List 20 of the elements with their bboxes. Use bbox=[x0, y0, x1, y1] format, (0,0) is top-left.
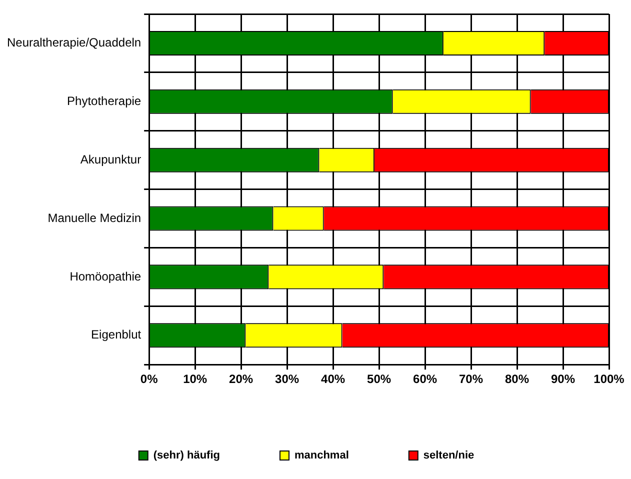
x-tick-label: 20% bbox=[229, 372, 254, 386]
x-tick-label: 90% bbox=[550, 372, 576, 386]
legend-label: (sehr) häufig bbox=[153, 450, 220, 462]
y-tick-label: Akupunktur bbox=[80, 152, 142, 166]
x-tick-label: 60% bbox=[413, 372, 438, 386]
x-tick-label: 70% bbox=[459, 372, 484, 386]
x-tick-label: 80% bbox=[505, 372, 530, 386]
y-tick-label: Eigenblut bbox=[91, 328, 142, 342]
x-tick-label: 40% bbox=[321, 372, 346, 386]
y-tick-label: Homöopathie bbox=[70, 269, 142, 284]
legend-label: manchmal bbox=[294, 450, 349, 462]
y-tick-label: Phytotherapie bbox=[67, 94, 142, 108]
x-tick-label: 10% bbox=[183, 372, 208, 386]
y-tick-label: Neuraltherapie/Quaddeln bbox=[7, 36, 142, 50]
x-tick-label: 100% bbox=[594, 372, 625, 386]
x-tick-label: 50% bbox=[367, 372, 392, 386]
y-tick-label: Manuelle Medizin bbox=[48, 210, 142, 225]
x-tick-label: 0% bbox=[140, 372, 158, 386]
legend-label: selten/nie bbox=[423, 450, 474, 462]
x-tick-label: 30% bbox=[275, 372, 300, 386]
